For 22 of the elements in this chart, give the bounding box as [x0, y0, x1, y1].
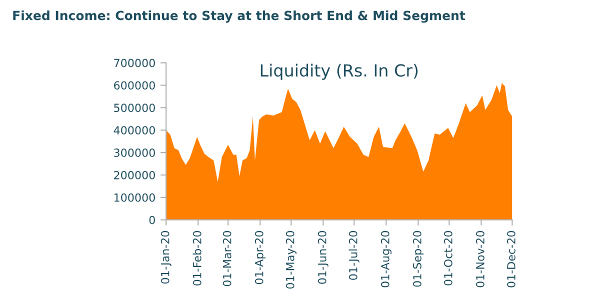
chart-subtitle: Fixed Income: Continue to Stay at the Short End & Mid Segment — [13, 10, 466, 23]
y-tick-label: 0 — [149, 216, 155, 224]
x-tick-label: 01-Mar-20 — [222, 231, 232, 286]
x-tick-label: 01-Oct-20 — [444, 231, 452, 286]
y-tick-label: 300000 — [114, 148, 155, 157]
y-tick-label: 600000 — [114, 81, 155, 90]
chart-title: Liquidity (Rs. In Cr) — [260, 64, 418, 80]
y-tick-label: 500000 — [114, 104, 155, 112]
x-tick-label: 01-May-20 — [286, 231, 296, 289]
x-tick-label: 01-Jun-20 — [318, 231, 328, 284]
y-tick-label: 200000 — [114, 170, 155, 180]
x-tick-label: 01-Aug-20 — [380, 231, 392, 288]
x-tick-label: 01-Sep-20 — [413, 231, 424, 287]
x-tick-label: 01-Apr-20 — [254, 231, 266, 284]
y-tick-label: 100000 — [114, 193, 155, 202]
y-tick-label: 700000 — [114, 58, 155, 68]
x-tick-label: 01-Jan-20 — [160, 231, 172, 284]
x-tick-label: 01-Feb-20 — [192, 231, 202, 286]
x-tick-label: 01-Dec-20 — [507, 231, 516, 288]
x-tick-label: 01-Jul-20 — [348, 231, 360, 280]
y-tick-label: 400000 — [114, 126, 155, 134]
x-tick-label: 01-Nov-20 — [476, 231, 484, 288]
